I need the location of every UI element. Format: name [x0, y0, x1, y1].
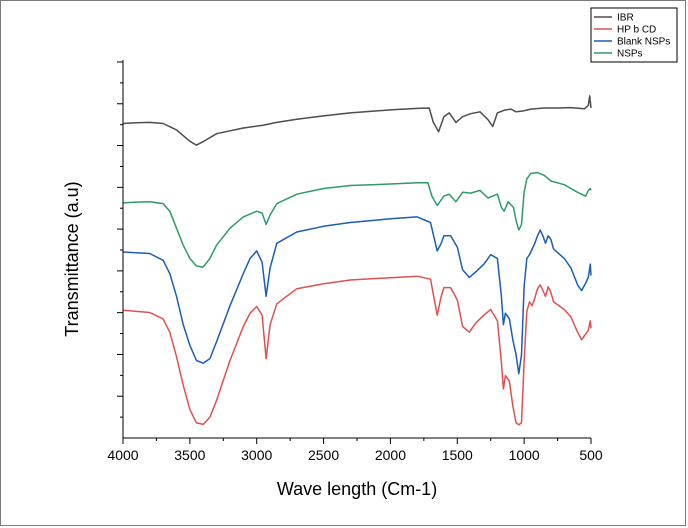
x-tick-label: 2500	[308, 447, 339, 463]
x-tick-label: 1500	[442, 447, 473, 463]
series-line-ibr	[122, 95, 592, 146]
x-ticks: 4000 3500 3000 2500 2000 1500 1000 500	[107, 438, 603, 463]
x-axis-title: Wave length (Cm-1)	[277, 479, 437, 499]
x-tick-label: 2000	[375, 447, 406, 463]
y-axis-title: Transmittance (a.u)	[62, 181, 82, 336]
x-tick-label: 1000	[509, 447, 540, 463]
legend-label: HP b CD	[617, 25, 656, 36]
series-line-hp-b-cd	[122, 275, 592, 426]
plot-lines	[122, 95, 592, 426]
x-tick-label: 3000	[241, 447, 272, 463]
x-tick-label: 500	[579, 447, 603, 463]
legend-label: Blank NSPs	[617, 37, 670, 48]
series-line-nsps	[122, 171, 592, 268]
series-line-blank-nsps	[122, 216, 592, 375]
x-tick-label: 4000	[107, 447, 138, 463]
y-ticks	[117, 61, 123, 418]
legend-label: NSPs	[617, 49, 643, 60]
legend-label: IBR	[617, 13, 634, 24]
x-tick-label: 3500	[174, 447, 205, 463]
